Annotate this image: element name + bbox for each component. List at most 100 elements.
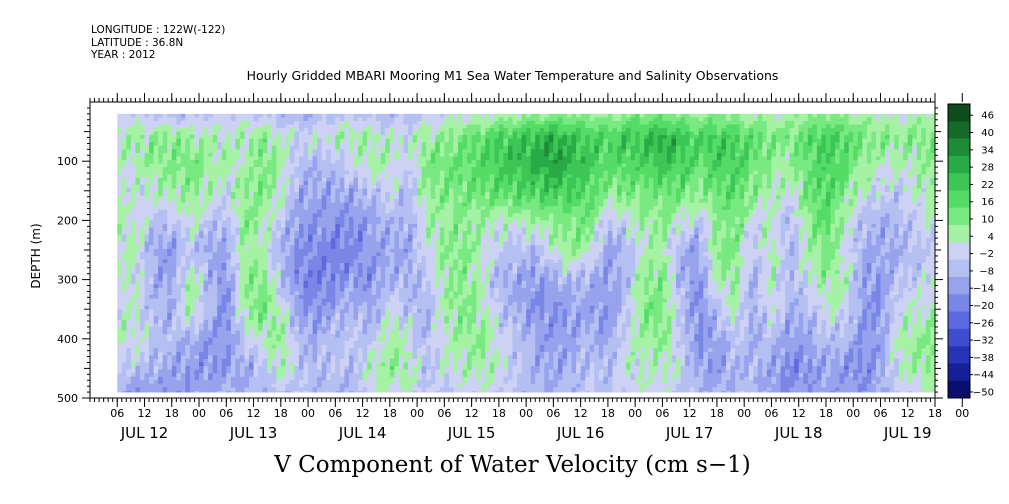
heatmap-cell — [117, 316, 123, 321]
heatmap-cell — [212, 209, 218, 214]
heatmap-cell — [162, 252, 168, 257]
heatmap-cell — [294, 263, 300, 267]
heatmap-cell — [253, 199, 259, 204]
heatmap-cell — [317, 298, 323, 303]
heatmap-cell — [394, 302, 400, 307]
heatmap-cell — [130, 294, 136, 299]
heatmap-cell — [199, 270, 204, 275]
heatmap-cell — [171, 220, 177, 225]
heatmap-cell — [394, 195, 400, 200]
heatmap-cell — [280, 316, 286, 321]
heatmap-cell — [398, 337, 404, 342]
heatmap-cell — [321, 138, 327, 143]
heatmap-cell — [398, 259, 404, 264]
heatmap-cell — [185, 362, 191, 367]
heatmap-cell — [339, 376, 345, 381]
heatmap-cell — [121, 177, 127, 182]
heatmap-cell — [244, 177, 250, 182]
heatmap-cell — [308, 351, 313, 356]
heatmap-cell — [335, 284, 341, 289]
heatmap-cell — [149, 181, 154, 186]
heatmap-cell — [321, 213, 327, 218]
heatmap-cell — [176, 270, 182, 275]
heatmap-cell — [348, 174, 354, 179]
heatmap-cell — [258, 120, 264, 125]
heatmap-cell — [217, 355, 223, 360]
heatmap-cell — [230, 309, 236, 314]
heatmap-cell — [398, 199, 404, 204]
heatmap-cell — [321, 348, 327, 353]
heatmap-cell — [371, 199, 377, 204]
heatmap-cell — [303, 305, 309, 310]
heatmap-cell — [126, 191, 132, 196]
heatmap-cell — [235, 380, 241, 385]
heatmap-cell — [189, 160, 195, 164]
heatmap-cell — [171, 277, 177, 282]
heatmap-cell — [212, 188, 218, 193]
heatmap-cell — [121, 305, 127, 310]
heatmap-cell — [171, 117, 177, 122]
heatmap-cell — [326, 113, 332, 118]
heatmap-cell — [135, 366, 141, 370]
heatmap-cell — [308, 124, 313, 129]
heatmap-cell — [262, 145, 268, 150]
heatmap-cell — [362, 124, 368, 129]
heatmap-cell — [158, 177, 164, 182]
heatmap-cell — [153, 227, 159, 232]
heatmap-cell — [149, 390, 154, 393]
heatmap-cell — [199, 238, 204, 243]
heatmap-cell — [162, 298, 168, 303]
heatmap-cell — [162, 202, 168, 207]
heatmap-cell — [199, 170, 204, 175]
heatmap-cell — [176, 355, 182, 360]
heatmap-cell — [289, 163, 295, 168]
heatmap-cell — [139, 245, 145, 250]
heatmap-cell — [344, 330, 350, 335]
heatmap-cell — [117, 369, 123, 374]
heatmap-cell — [158, 238, 164, 243]
heatmap-cell — [330, 238, 336, 243]
heatmap-cell — [321, 156, 327, 161]
heatmap-cell — [230, 113, 236, 118]
heatmap-cell — [180, 163, 186, 168]
heatmap-cell — [362, 131, 368, 136]
heatmap-cell — [203, 316, 209, 321]
heatmap-cell — [167, 355, 173, 360]
heatmap-cell — [135, 223, 141, 228]
heatmap-cell — [158, 376, 164, 381]
heatmap-cell — [185, 223, 191, 228]
heatmap-cell — [249, 319, 254, 324]
heatmap-cell — [217, 163, 223, 168]
heatmap-cell — [244, 184, 250, 189]
heatmap-cell — [158, 213, 164, 218]
heatmap-cell — [344, 362, 350, 367]
heatmap-cell — [380, 195, 386, 200]
heatmap-cell — [276, 358, 282, 363]
heatmap-cell — [376, 181, 382, 186]
heatmap-cell — [199, 294, 204, 299]
heatmap-cell — [321, 177, 327, 182]
heatmap-cell — [221, 160, 227, 164]
heatmap-cell — [362, 163, 368, 168]
heatmap-cell — [221, 312, 227, 317]
heatmap-cell — [267, 238, 273, 243]
heatmap-cell — [153, 170, 159, 175]
heatmap-cell — [294, 177, 300, 182]
heatmap-cell — [217, 209, 223, 214]
heatmap-cell — [185, 213, 191, 218]
heatmap-cell — [194, 326, 200, 331]
heatmap-cell — [385, 245, 391, 250]
heatmap-cell — [144, 351, 150, 356]
heatmap-cell — [230, 231, 236, 236]
heatmap-cell — [276, 387, 282, 392]
heatmap-cell — [117, 234, 123, 239]
heatmap-cell — [203, 376, 209, 381]
heatmap-cell — [321, 120, 327, 125]
heatmap-cell — [221, 390, 227, 393]
heatmap-cell — [212, 216, 218, 221]
heatmap-cell — [121, 167, 127, 172]
heatmap-cell — [235, 341, 241, 346]
heatmap-cell — [239, 259, 245, 264]
heatmap-cell — [144, 383, 150, 388]
heatmap-cell — [158, 312, 164, 317]
